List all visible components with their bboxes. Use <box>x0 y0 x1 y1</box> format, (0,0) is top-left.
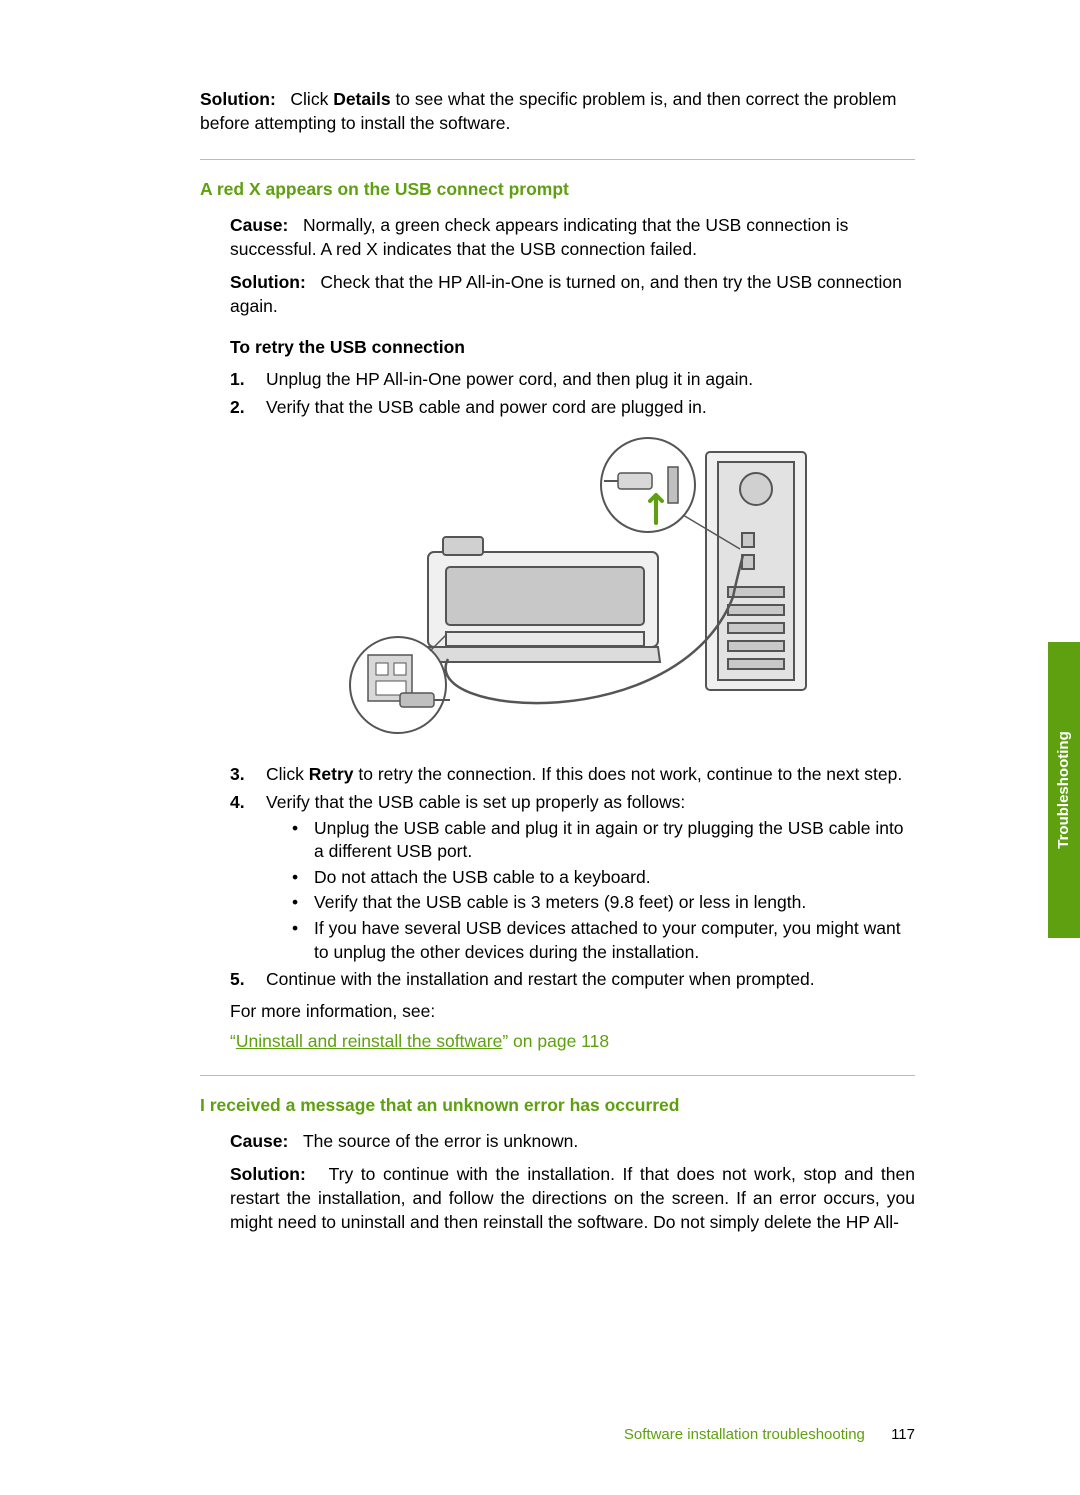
divider <box>200 159 915 160</box>
see-also-link-line: “Uninstall and reinstall the software” o… <box>230 1030 915 1054</box>
solution-label: Solution: <box>200 89 276 109</box>
section2-solution: Solution: Try to continue with the insta… <box>230 1163 915 1234</box>
section2-heading: I received a message that an unknown err… <box>200 1094 915 1118</box>
section1-cause: Cause: Normally, a green check appears i… <box>230 214 915 261</box>
step3-prefix: Click <box>266 764 309 784</box>
side-tab-label: Troubleshooting <box>1054 731 1074 849</box>
retry-heading: To retry the USB connection <box>230 336 915 360</box>
step-num: 5. <box>230 968 245 992</box>
section1-solution: Solution: Check that the HP All-in-One i… <box>230 271 915 318</box>
bullet-item: Verify that the USB cable is 3 meters (9… <box>266 891 915 915</box>
link-page-suffix: on page 118 <box>508 1031 609 1051</box>
side-tab-troubleshooting: Troubleshooting <box>1048 642 1080 938</box>
step-1: 1. Unplug the HP All-in-One power cord, … <box>230 368 915 392</box>
solution-label: Solution: <box>230 1164 306 1184</box>
cause-label: Cause: <box>230 215 288 235</box>
more-info-label: For more information, see: <box>230 1000 915 1024</box>
step-5: 5. Continue with the installation and re… <box>230 968 915 992</box>
cause-text: The source of the error is unknown. <box>303 1131 578 1151</box>
solution-text-prefix: Click <box>290 89 333 109</box>
step3-suffix: to retry the connection. If this does no… <box>354 764 903 784</box>
top-solution-paragraph: Solution: Click Details to see what the … <box>200 88 915 135</box>
step-text: Verify that the USB cable and power cord… <box>266 397 707 417</box>
bullet-item: If you have several USB devices attached… <box>266 917 915 964</box>
step-text: Continue with the installation and resta… <box>266 969 815 989</box>
footer-section-title: Software installation troubleshooting <box>624 1426 865 1443</box>
cause-text: Normally, a green check appears indicati… <box>230 215 848 259</box>
footer-page-number: 117 <box>891 1426 915 1443</box>
step-text: Verify that the USB cable is set up prop… <box>266 792 685 812</box>
step-text: Unplug the HP All-in-One power cord, and… <box>266 369 753 389</box>
step-2: 2. Verify that the USB cable and power c… <box>230 396 915 420</box>
divider <box>200 1075 915 1076</box>
step-num: 4. <box>230 791 245 815</box>
step3-bold: Retry <box>309 764 354 784</box>
step-4: 4. Verify that the USB cable is set up p… <box>230 791 915 964</box>
uninstall-reinstall-link[interactable]: Uninstall and reinstall the software <box>236 1031 503 1051</box>
section2-cause: Cause: The source of the error is unknow… <box>230 1130 915 1154</box>
solution-bold-word: Details <box>333 89 390 109</box>
step-num: 2. <box>230 396 245 420</box>
bullet-item: Do not attach the USB cable to a keyboar… <box>266 866 915 890</box>
usb-connection-diagram <box>230 437 915 737</box>
step-3: 3. Click Retry to retry the connection. … <box>230 763 915 787</box>
solution-text: Try to continue with the installation. I… <box>230 1164 915 1231</box>
cause-label: Cause: <box>230 1131 288 1151</box>
section1-heading: A red X appears on the USB connect promp… <box>200 178 915 202</box>
page-footer: Software installation troubleshooting 11… <box>624 1425 915 1445</box>
bullet-item: Unplug the USB cable and plug it in agai… <box>266 817 915 864</box>
solution-label: Solution: <box>230 272 306 292</box>
solution-text: Check that the HP All-in-One is turned o… <box>230 272 902 316</box>
step-num: 1. <box>230 368 245 392</box>
step-num: 3. <box>230 763 245 787</box>
